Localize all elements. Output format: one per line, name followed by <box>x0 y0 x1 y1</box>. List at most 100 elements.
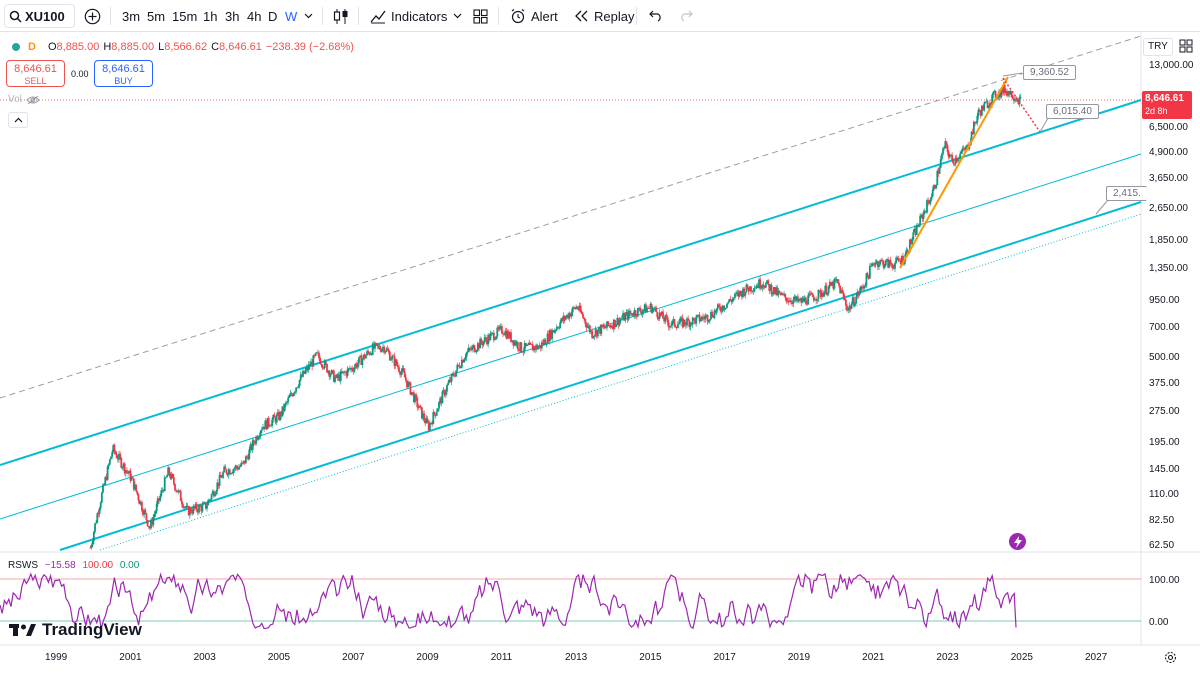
candle-body <box>513 341 516 346</box>
candle-body <box>796 296 799 302</box>
chart-type-button[interactable] <box>333 4 349 28</box>
bar-countdown: 2d 8h <box>1145 106 1168 116</box>
candle-body <box>278 412 280 420</box>
candle-body <box>836 279 839 283</box>
eye-hidden-icon[interactable] <box>26 95 40 105</box>
candle-body <box>784 293 787 298</box>
price-chart[interactable]: 13,000.009,800.006,500.004,900.003,650.0… <box>0 32 1200 680</box>
candle-body <box>362 354 365 359</box>
candle-body <box>713 310 716 318</box>
candle-body <box>119 453 122 458</box>
orange-trend-arrow[interactable] <box>899 76 1009 269</box>
candle-body <box>823 291 826 297</box>
replay-button[interactable]: Replay <box>573 4 634 28</box>
channel-support-dotted-line[interactable] <box>99 213 1142 551</box>
indicators-button[interactable]: Indicators <box>370 4 447 28</box>
candle-body <box>647 308 650 309</box>
candle-body <box>585 323 588 328</box>
candle-body <box>898 260 901 262</box>
candle-body <box>930 196 933 200</box>
redo-button[interactable] <box>679 4 693 28</box>
time-axis-label: 2001 <box>119 652 142 663</box>
candle-body <box>555 327 558 331</box>
candle-body <box>200 506 203 512</box>
interval-w[interactable]: W <box>285 8 298 24</box>
interval-d[interactable]: D <box>268 8 278 24</box>
candle-body <box>715 308 718 313</box>
rsws-axis-lower: 0.00 <box>1149 617 1169 628</box>
channel-middle-line[interactable] <box>0 153 1142 520</box>
candle-body <box>670 325 672 327</box>
callout-connector <box>1002 72 1023 77</box>
candle-body <box>491 332 494 334</box>
dashed-trendline[interactable] <box>0 35 1142 399</box>
candle-body <box>943 147 946 149</box>
callout-top-target[interactable]: 9,360.52 <box>1023 65 1076 80</box>
candle-body <box>392 355 395 357</box>
candle-body <box>338 374 341 382</box>
callout-mid-target[interactable]: 6,015.40 <box>1046 104 1099 119</box>
candle-body <box>691 317 694 325</box>
candle-body <box>708 319 711 321</box>
currency-selector[interactable]: TRY <box>1143 38 1173 56</box>
candle-body <box>803 297 806 302</box>
interval-1h[interactable]: 1h <box>203 8 218 24</box>
price-axis-label: 500.00 <box>1149 352 1180 363</box>
chart-settings-button[interactable] <box>1164 651 1177 669</box>
indicators-dropdown[interactable] <box>453 4 462 28</box>
price-axis[interactable]: 13,000.009,800.006,500.004,900.003,650.0… <box>1149 60 1194 551</box>
candle-body <box>671 320 674 326</box>
symbol-search[interactable]: XU100 <box>4 4 75 28</box>
interval-5m[interactable]: 5m <box>147 8 166 24</box>
candle-body <box>678 322 680 325</box>
candle-body <box>792 299 795 304</box>
candle-body <box>686 318 688 326</box>
candle-body <box>694 318 696 324</box>
candle-body <box>655 307 658 312</box>
candle-body <box>431 422 434 425</box>
candle-body <box>175 490 178 491</box>
interval-15m[interactable]: 15m <box>172 8 198 24</box>
lightning-icon[interactable] <box>1009 533 1026 550</box>
candle-body <box>628 310 631 314</box>
buy-button[interactable]: 8,646.61 BUY <box>94 60 153 87</box>
candle-body <box>992 91 995 95</box>
callout-connector <box>1095 199 1109 215</box>
candle-body <box>777 291 780 295</box>
undo-button[interactable] <box>649 4 663 28</box>
candle-body <box>611 326 614 329</box>
axis-settings-button[interactable] <box>1178 38 1194 59</box>
alert-button[interactable]: Alert <box>510 4 558 28</box>
compare-symbol-button[interactable] <box>84 4 101 28</box>
layouts-button[interactable] <box>473 4 488 28</box>
candle-body <box>442 390 445 392</box>
candle-body <box>831 282 834 286</box>
channel-upper-line[interactable] <box>0 99 1142 466</box>
candle-body <box>203 502 206 504</box>
tradingview-logo[interactable]: TradingView <box>9 620 142 640</box>
indicators-label: Indicators <box>391 8 448 24</box>
channel-lower-line[interactable] <box>59 201 1142 551</box>
candle-body <box>864 285 867 287</box>
candle-body <box>376 343 379 346</box>
candle-body <box>315 352 318 354</box>
interval-dropdown[interactable] <box>304 4 313 28</box>
projection-dotted-line[interactable] <box>1002 77 1041 133</box>
sell-button[interactable]: 8,646.61 SELL <box>6 60 65 87</box>
callout-low-target[interactable]: 2,415. <box>1106 186 1147 201</box>
interval-3h[interactable]: 3h <box>225 8 240 24</box>
candle-body <box>358 357 360 364</box>
interval-4h[interactable]: 4h <box>247 8 262 24</box>
interval-3m[interactable]: 3m <box>122 8 141 24</box>
collapse-legend-button[interactable] <box>8 112 28 128</box>
candle-body <box>641 311 644 315</box>
candle-body <box>347 368 350 369</box>
candle-body <box>182 504 184 508</box>
candle-body <box>274 417 277 423</box>
candle-body <box>600 324 603 334</box>
toolbar-divider <box>110 7 111 25</box>
candle-body <box>372 343 375 349</box>
top-toolbar: XU100 3m 5m 15m 1h 3h 4h D W Indicators … <box>0 0 1200 32</box>
candle-body <box>582 314 584 318</box>
candle-body <box>374 342 376 349</box>
